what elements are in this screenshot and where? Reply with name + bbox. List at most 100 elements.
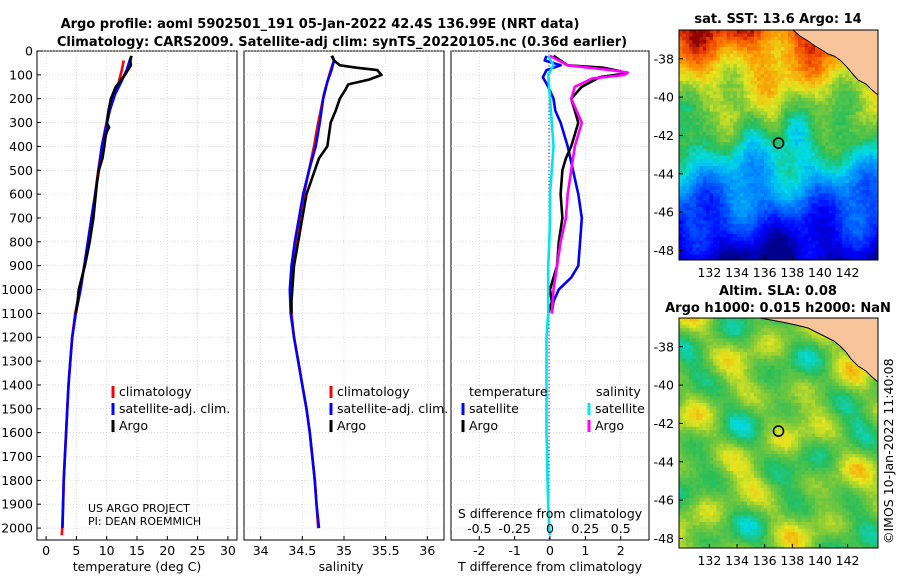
- project-annotation: US ARGO PROJECT: [88, 502, 190, 515]
- heatmap-cell: [709, 149, 714, 153]
- series-line: [549, 54, 630, 314]
- heatmap-cell: [709, 244, 714, 248]
- heatmap-cell: [832, 132, 836, 136]
- heatmap-cell: [726, 108, 731, 112]
- heatmap-cell: [842, 121, 846, 126]
- heatmap-cell: [702, 179, 707, 184]
- heatmap-cell: [818, 203, 823, 208]
- heatmap-cell: [726, 70, 731, 75]
- heatmap-cell: [706, 101, 710, 106]
- heatmap-cell: [835, 223, 840, 228]
- heatmap-cell: [849, 234, 853, 238]
- heatmap-cell: [808, 111, 812, 116]
- heatmap-cell: [682, 118, 687, 123]
- heatmap-cell: [774, 30, 778, 34]
- heatmap-cell: [685, 220, 690, 225]
- heatmap-cell: [787, 142, 792, 146]
- heatmap-cell: [760, 210, 765, 214]
- heatmap-cell: [699, 84, 704, 89]
- heatmap-cell: [811, 50, 816, 55]
- heatmap-cell: [730, 183, 734, 187]
- heatmap-cell: [770, 64, 775, 68]
- heatmap-cell: [794, 240, 799, 245]
- heatmap-cell: [736, 77, 741, 82]
- heatmap-cell: [832, 104, 836, 109]
- heatmap-cell: [798, 101, 802, 106]
- heatmap-cell: [740, 341, 744, 346]
- heatmap-cell: [774, 348, 778, 353]
- heatmap-cell: [859, 115, 863, 119]
- heatmap-cell: [747, 186, 751, 191]
- heatmap-cell: [736, 240, 741, 245]
- heatmap-cell: [818, 348, 823, 353]
- heatmap-cell: [811, 169, 816, 174]
- heatmap-cell: [849, 213, 853, 218]
- heatmap-cell: [777, 234, 782, 238]
- heatmap-cell: [838, 172, 843, 177]
- heatmap-cell: [832, 355, 836, 360]
- heatmap-cell: [825, 193, 829, 197]
- heatmap-cell: [696, 189, 700, 194]
- heatmap-cell: [682, 94, 687, 99]
- heatmap-cell: [699, 203, 704, 208]
- heatmap-cell: [862, 138, 867, 143]
- heatmap-cell: [849, 227, 853, 231]
- heatmap-cell: [798, 36, 802, 41]
- heatmap-cell: [730, 132, 734, 136]
- heatmap-cell: [726, 335, 731, 339]
- heatmap-cell: [730, 87, 734, 92]
- heatmap-cell: [730, 240, 734, 245]
- heatmap-cell: [733, 335, 738, 339]
- heatmap-cell: [757, 142, 761, 146]
- heatmap-cell: [832, 244, 836, 248]
- heatmap-cell: [838, 149, 843, 153]
- heatmap-cell: [815, 81, 819, 85]
- heatmap-cell: [726, 324, 731, 329]
- heatmap-cell: [716, 348, 721, 353]
- heatmap-cell: [733, 101, 738, 106]
- heatmap-cell: [699, 74, 704, 78]
- heatmap-cell: [804, 183, 809, 187]
- heatmap-cell: [787, 135, 792, 140]
- heatmap-cell: [859, 138, 863, 143]
- heatmap-cell: [791, 98, 795, 102]
- heatmap-cell: [747, 115, 751, 119]
- heatmap-cell: [719, 125, 724, 129]
- heatmap-cell: [702, 108, 707, 112]
- heatmap-cell: [832, 345, 836, 349]
- heatmap-cell: [706, 203, 710, 208]
- heatmap-cell: [713, 81, 717, 85]
- heatmap-cell: [876, 244, 878, 248]
- heatmap-cell: [679, 193, 683, 197]
- heatmap-cell: [869, 220, 874, 225]
- heatmap-cell: [689, 162, 693, 167]
- heatmap-cell: [849, 193, 853, 197]
- heatmap-cell: [781, 321, 785, 326]
- heatmap-cell: [747, 355, 751, 360]
- heatmap-cell: [828, 118, 833, 123]
- heatmap-cell: [770, 77, 775, 82]
- heatmap-cell: [811, 125, 816, 129]
- heatmap-cell: [750, 355, 755, 360]
- heatmap-cell: [855, 81, 860, 85]
- heatmap-cell: [828, 81, 833, 85]
- heatmap-cell: [706, 60, 710, 65]
- heatmap-cell: [723, 57, 727, 61]
- heatmap-cell: [774, 81, 778, 85]
- heatmap-cell: [866, 138, 870, 143]
- heatmap-cell: [798, 179, 802, 184]
- heatmap-cell: [832, 172, 836, 177]
- heatmap-cell: [842, 210, 846, 214]
- heatmap-cell: [866, 244, 870, 248]
- heatmap-cell: [801, 183, 806, 187]
- heatmap-cell: [679, 220, 683, 225]
- heatmap-cell: [832, 196, 836, 201]
- heatmap-cell: [852, 155, 857, 160]
- x-tick-label: 35: [336, 543, 352, 558]
- heatmap-cell: [835, 149, 840, 153]
- heatmap-cell: [862, 183, 867, 187]
- heatmap-cell: [730, 108, 734, 112]
- heatmap-cell: [723, 74, 727, 78]
- heatmap-cell: [702, 200, 707, 204]
- heatmap-cell: [730, 118, 734, 123]
